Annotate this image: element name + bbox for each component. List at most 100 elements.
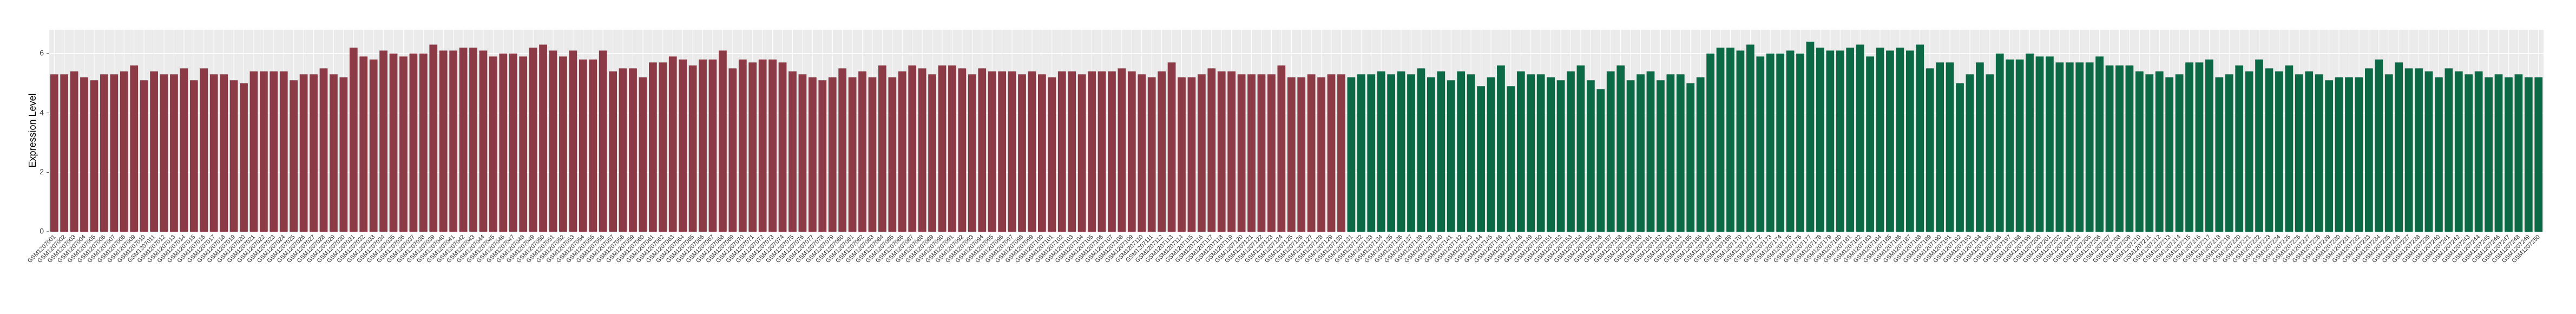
bar	[948, 65, 956, 232]
bar	[1197, 74, 1206, 232]
bar	[1826, 50, 1835, 232]
bar	[1657, 80, 1665, 232]
bar	[2255, 59, 2263, 232]
bar	[908, 65, 917, 232]
bar	[2046, 56, 2054, 232]
bar	[768, 59, 777, 232]
bar	[180, 68, 188, 232]
bar	[310, 74, 318, 232]
bar	[1397, 71, 1405, 232]
bar	[2095, 56, 2104, 232]
bar	[2075, 62, 2084, 232]
bar	[2465, 74, 2473, 232]
bar	[2026, 53, 2034, 232]
bar	[1178, 77, 1186, 232]
bar	[319, 68, 328, 232]
bar	[1038, 74, 1046, 232]
bar	[2335, 77, 2343, 232]
bar	[439, 50, 448, 232]
bar	[330, 74, 338, 232]
bar	[918, 68, 926, 232]
bar	[1147, 77, 1156, 232]
bar	[240, 83, 248, 232]
bar	[2245, 71, 2253, 232]
bar	[1057, 71, 1066, 232]
bar	[2235, 65, 2244, 232]
bar	[838, 68, 847, 232]
bar	[1327, 74, 1336, 232]
bar	[1596, 89, 1605, 232]
bar	[2355, 77, 2363, 232]
bar	[1297, 77, 1306, 232]
bar	[579, 59, 587, 232]
bar	[379, 50, 387, 232]
bar	[609, 71, 617, 232]
bar	[1975, 62, 1984, 232]
bar	[2364, 68, 2373, 232]
bar	[1536, 74, 1545, 232]
bar	[808, 77, 817, 232]
bar	[1676, 74, 1685, 232]
bar	[2085, 62, 2094, 232]
bar	[1477, 86, 1485, 232]
bar	[878, 65, 886, 232]
bar	[1088, 71, 1096, 232]
bar	[1816, 47, 1824, 232]
bar	[688, 65, 697, 232]
bar	[170, 74, 178, 232]
bar	[559, 56, 567, 232]
bar	[1716, 47, 1725, 232]
bar	[1646, 71, 1655, 232]
bar	[1098, 71, 1106, 232]
bar	[1377, 71, 1385, 232]
bar	[2035, 56, 2044, 232]
bar	[1866, 56, 1874, 232]
bar	[2395, 62, 2403, 232]
bar	[778, 62, 787, 232]
bar	[1457, 71, 1466, 232]
y-tick-label: 4	[40, 108, 44, 116]
bar	[389, 53, 398, 232]
bar	[369, 59, 378, 232]
bar	[1556, 80, 1565, 232]
bar	[858, 71, 866, 232]
bar	[2215, 77, 2224, 232]
bar	[1726, 47, 1734, 232]
bar	[50, 74, 58, 232]
bar	[629, 68, 637, 232]
bar	[90, 80, 98, 232]
bar	[1766, 53, 1775, 232]
bar	[818, 80, 827, 232]
bar	[1576, 65, 1585, 232]
bar	[160, 74, 168, 232]
bar	[2514, 74, 2523, 232]
bar	[978, 68, 987, 232]
bar	[599, 50, 607, 232]
bar	[110, 74, 119, 232]
bar	[2285, 65, 2294, 232]
bar	[1287, 77, 1296, 232]
bar	[2015, 59, 2024, 232]
bar	[459, 47, 468, 232]
bar	[1846, 47, 1855, 232]
bar	[1686, 83, 1695, 232]
bar	[1387, 74, 1396, 232]
bar	[2415, 68, 2423, 232]
bar	[1138, 74, 1146, 232]
bar	[2524, 77, 2533, 232]
bar	[2135, 71, 2144, 232]
bar	[1956, 83, 1964, 232]
bar	[349, 47, 358, 232]
bar	[150, 71, 158, 232]
bar	[708, 59, 717, 232]
bar	[419, 53, 428, 232]
bar	[2295, 74, 2303, 232]
bar	[2195, 62, 2204, 232]
bar	[728, 68, 737, 232]
bar	[2155, 71, 2164, 232]
bar	[1008, 71, 1016, 232]
bar	[1247, 74, 1256, 232]
bar	[1217, 71, 1226, 232]
bar	[259, 71, 268, 232]
